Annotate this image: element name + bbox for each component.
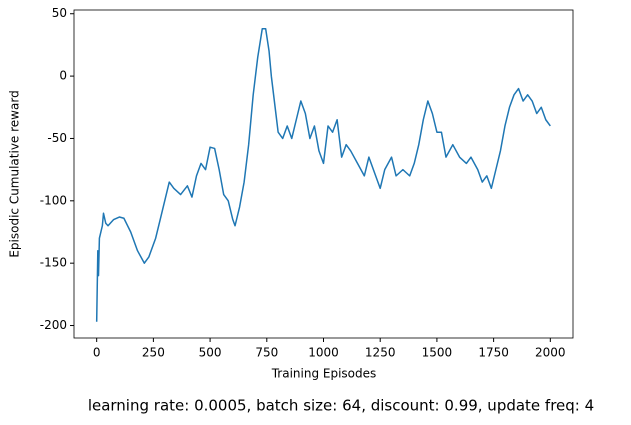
y-tick-label: -100 bbox=[40, 193, 67, 207]
x-tick-label: 1500 bbox=[422, 346, 453, 360]
data-line bbox=[95, 27, 551, 322]
y-tick-label: 50 bbox=[52, 6, 67, 20]
x-tick-label: 750 bbox=[255, 346, 278, 360]
caption: learning rate: 0.0005, batch size: 64, d… bbox=[88, 397, 594, 415]
y-axis-label: Episodic Cumulative reward bbox=[8, 90, 22, 257]
x-tick-label: 1750 bbox=[478, 346, 509, 360]
x-tick-label: 2000 bbox=[535, 346, 566, 360]
x-tick-label: 500 bbox=[199, 346, 222, 360]
y-tick-label: 0 bbox=[59, 69, 67, 83]
y-tick-label: -50 bbox=[47, 131, 67, 145]
y-tick-label: -150 bbox=[40, 256, 67, 270]
x-axis-label: Training Episodes bbox=[271, 367, 377, 381]
y-tick-label: -200 bbox=[40, 318, 67, 332]
x-tick-label: 250 bbox=[142, 346, 165, 360]
x-tick-label: 1000 bbox=[308, 346, 339, 360]
x-tick-label: 1250 bbox=[365, 346, 396, 360]
x-tick-label: 0 bbox=[93, 346, 101, 360]
plot-frame bbox=[73, 9, 574, 339]
